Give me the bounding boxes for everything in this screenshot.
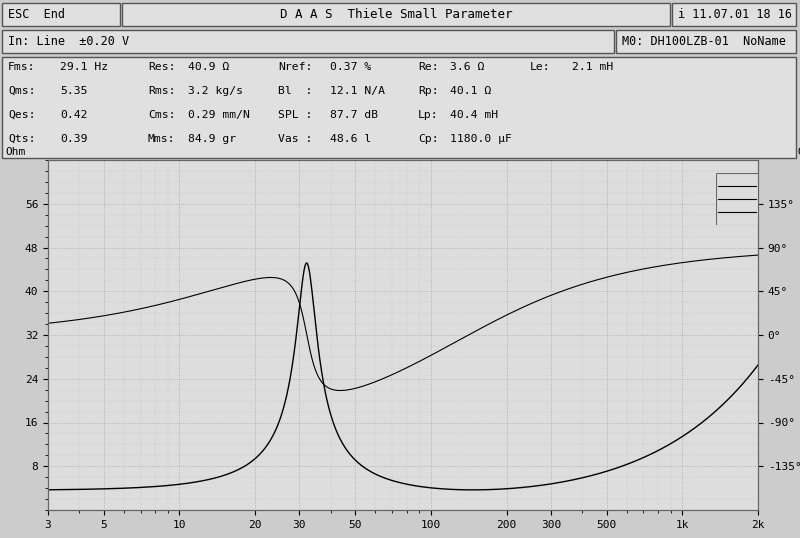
Text: Nref:: Nref:: [278, 62, 312, 72]
Text: Bl  :: Bl :: [278, 86, 312, 96]
Text: 40.9 Ω: 40.9 Ω: [188, 62, 230, 72]
Text: 1180.0 μF: 1180.0 μF: [450, 134, 512, 144]
Text: i 11.07.01 18 16: i 11.07.01 18 16: [678, 8, 792, 21]
Text: Rms:: Rms:: [148, 86, 175, 96]
Text: 3.6 Ω: 3.6 Ω: [450, 62, 484, 72]
Bar: [616, 30, 796, 53]
Text: 87.7 dB: 87.7 dB: [330, 110, 378, 120]
Text: SPL :: SPL :: [278, 110, 312, 120]
Text: 29.1 Hz: 29.1 Hz: [60, 62, 108, 72]
Text: Qes:: Qes:: [8, 110, 35, 120]
Text: M0: DH100LZB-01  NoName: M0: DH100LZB-01 NoName: [622, 35, 786, 48]
Text: 0.37 %: 0.37 %: [330, 62, 371, 72]
Text: 2.1 mH: 2.1 mH: [572, 62, 614, 72]
Bar: [2, 30, 614, 53]
Text: In: Line  ±0.20 V: In: Line ±0.20 V: [8, 35, 129, 48]
Text: Vas :: Vas :: [278, 134, 312, 144]
Text: 84.9 gr: 84.9 gr: [188, 134, 236, 144]
Text: ESC  End: ESC End: [8, 8, 65, 21]
Text: Res:: Res:: [148, 62, 175, 72]
Text: Fms:: Fms:: [8, 62, 35, 72]
Text: 40.1 Ω: 40.1 Ω: [450, 86, 491, 96]
Text: 40.4 mH: 40.4 mH: [450, 110, 498, 120]
Text: Qts:: Qts:: [8, 134, 35, 144]
Bar: [122, 3, 670, 26]
Text: Le:: Le:: [530, 62, 550, 72]
Text: Mms:: Mms:: [148, 134, 175, 144]
Text: Ohm: Ohm: [6, 146, 26, 157]
Text: 48.6 l: 48.6 l: [330, 134, 371, 144]
Text: 3.2 kg/s: 3.2 kg/s: [188, 86, 243, 96]
Text: Qms:: Qms:: [8, 86, 35, 96]
Text: 0.39: 0.39: [60, 134, 87, 144]
Text: Cp:: Cp:: [418, 134, 438, 144]
Text: Rp:: Rp:: [418, 86, 438, 96]
Text: Lp:: Lp:: [418, 110, 438, 120]
Text: 0.29 mm/N: 0.29 mm/N: [188, 110, 250, 120]
Text: 0.42: 0.42: [60, 110, 87, 120]
Text: Cms:: Cms:: [148, 110, 175, 120]
Text: Grad: Grad: [797, 146, 800, 157]
Text: 5.35: 5.35: [60, 86, 87, 96]
Text: D A A S  Thiele Small Parameter: D A A S Thiele Small Parameter: [280, 8, 512, 21]
Text: Re:: Re:: [418, 62, 438, 72]
Text: 12.1 N/A: 12.1 N/A: [330, 86, 385, 96]
Bar: [672, 3, 796, 26]
Bar: [2, 3, 120, 26]
